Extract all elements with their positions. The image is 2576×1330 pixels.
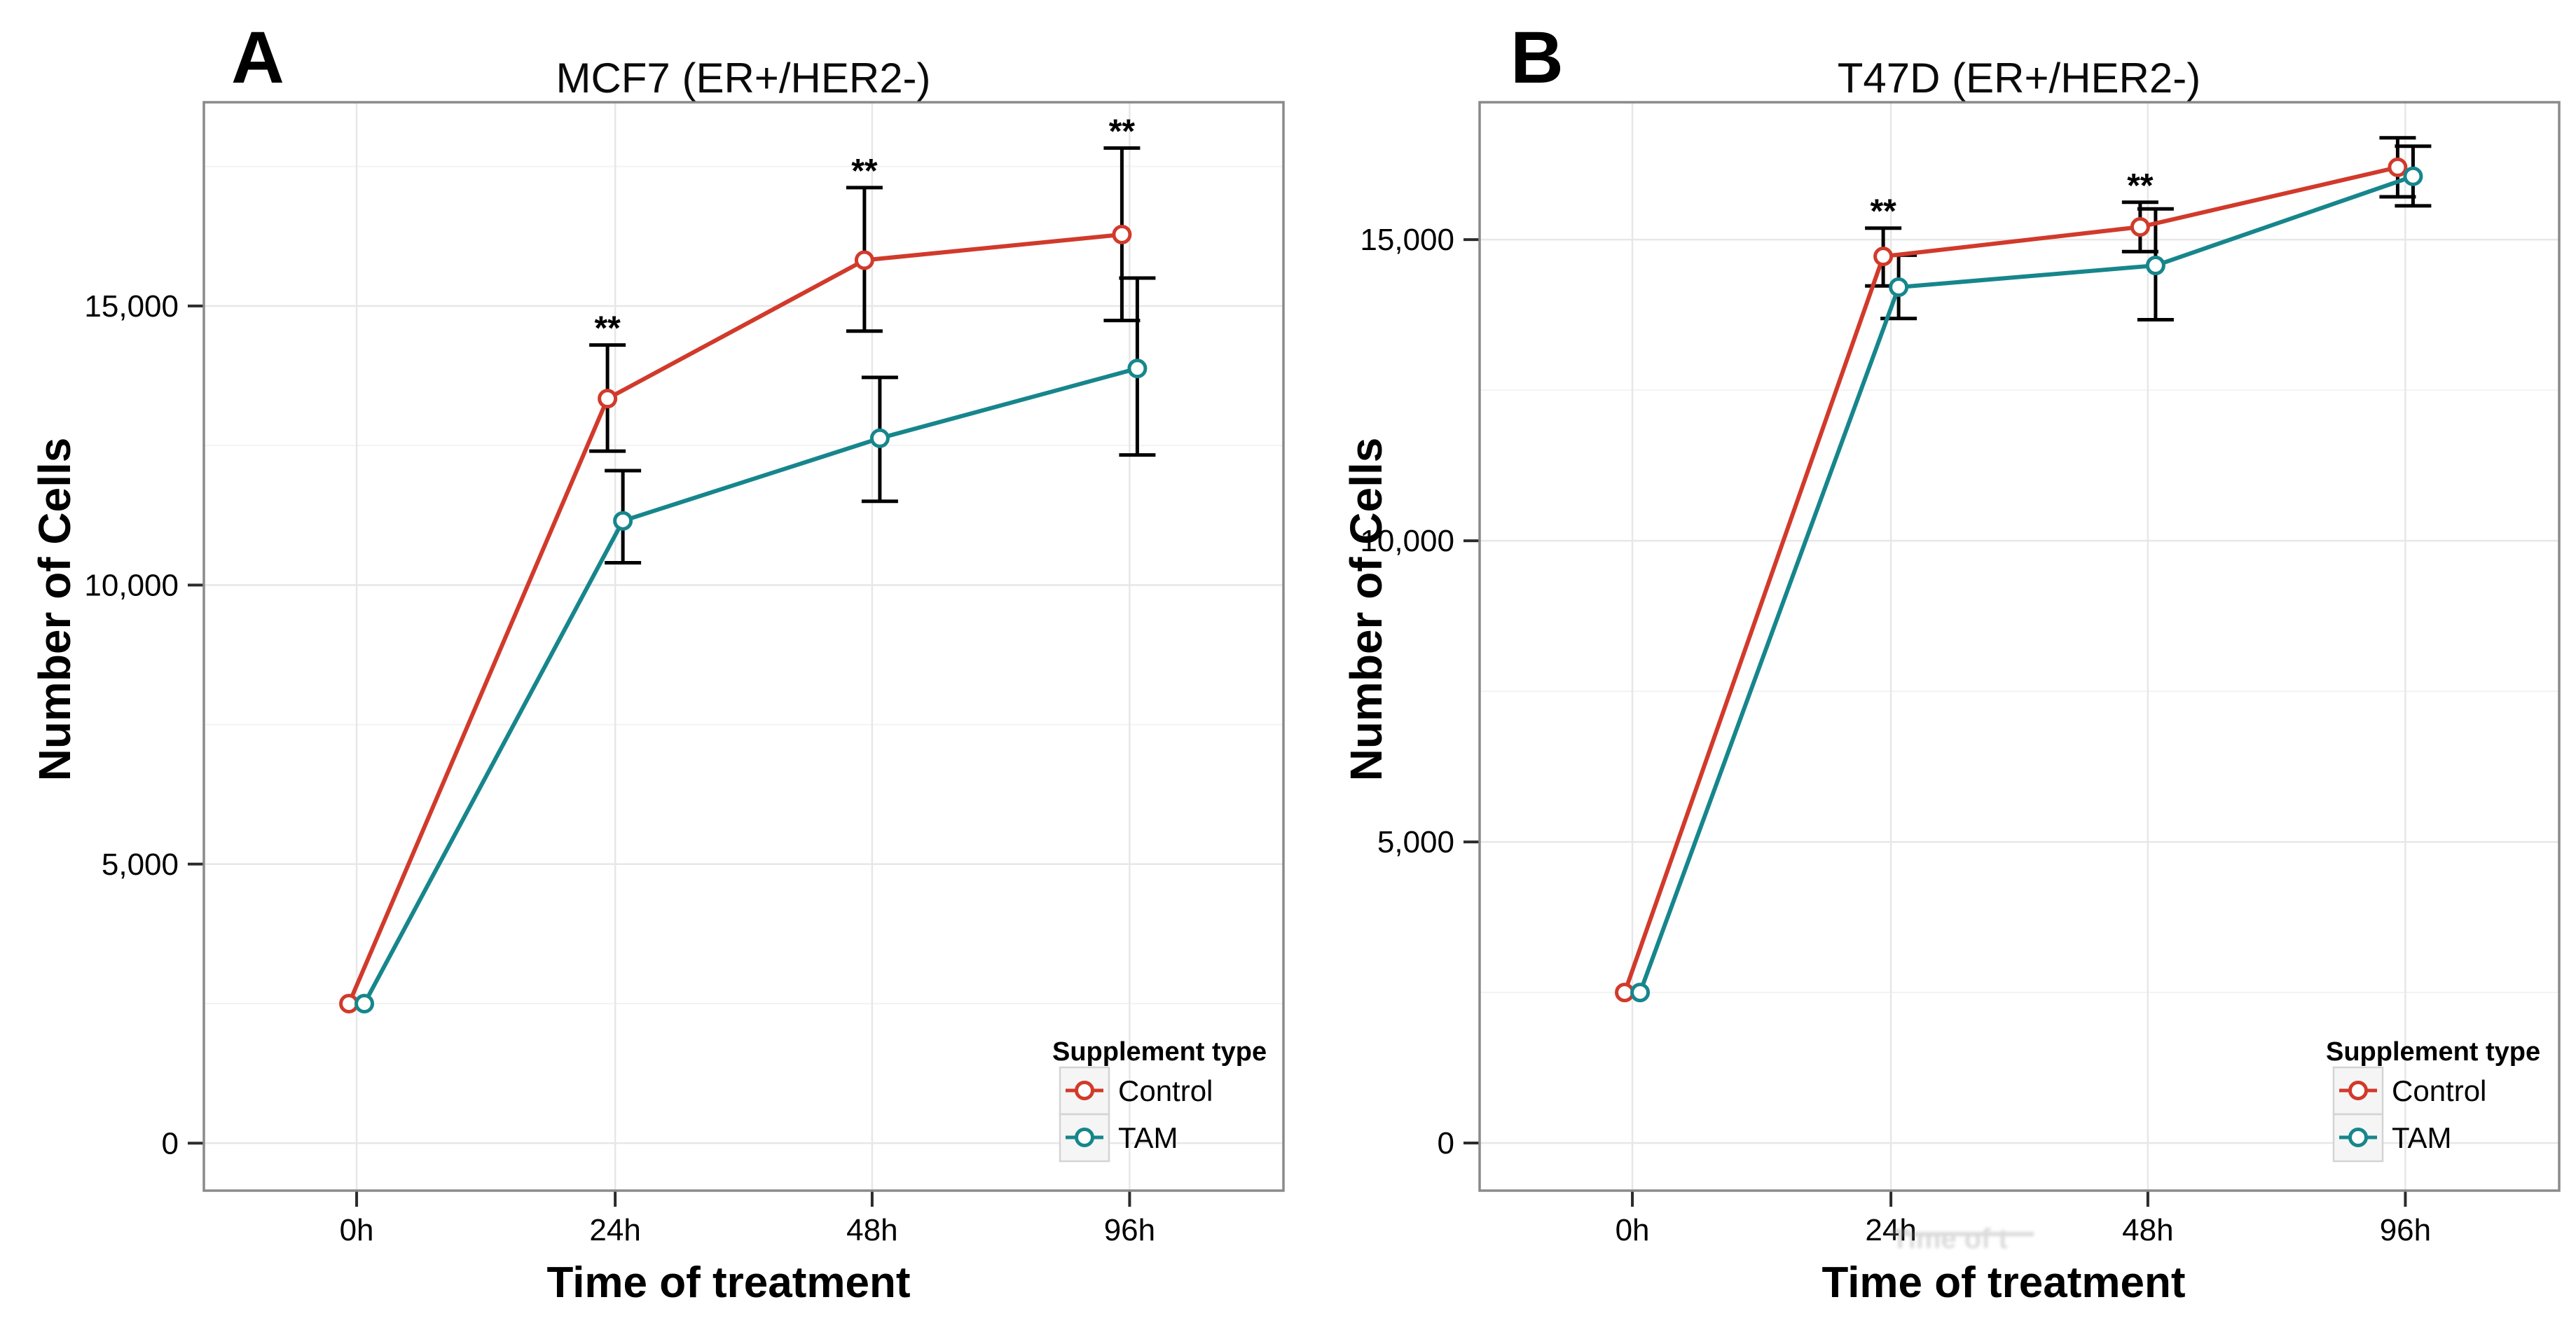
legend-control-circle-icon xyxy=(2348,1081,2368,1100)
x-tick-label: 0h xyxy=(340,1213,374,1247)
panel-b-plot-area: 0h 24h 48h 96h 0 5,000 10,000 15,000 ** ** xyxy=(1360,101,2561,1247)
panel-b-letter: B xyxy=(1510,17,1564,99)
panel-b-x-axis-title: Time of treatment xyxy=(1821,1259,2185,1307)
panel-border xyxy=(1478,101,2561,1192)
significance-stars: ** xyxy=(1870,193,1896,230)
panel-border xyxy=(202,101,1285,1192)
significance-stars: ** xyxy=(2127,167,2154,205)
panel-a-title: MCF7 (ER+/HER2-) xyxy=(556,55,930,102)
data-point-control-48h xyxy=(2130,217,2150,237)
x-tick-label: 48h xyxy=(2122,1213,2173,1247)
legend-label-control: Control xyxy=(1118,1074,1213,1107)
y-tick-label: 15,000 xyxy=(1360,223,1454,257)
y-tick-label: 0 xyxy=(162,1126,179,1161)
legend-label-control: Control xyxy=(2392,1074,2486,1107)
data-point-control-24h xyxy=(598,389,618,409)
data-point-tam-96h xyxy=(2403,166,2423,186)
data-point-tam-48h xyxy=(2145,256,2165,276)
y-tick-label: 10,000 xyxy=(1360,524,1454,558)
x-tick-label: 24h xyxy=(1865,1213,1916,1247)
x-tick-label: 24h xyxy=(589,1213,640,1247)
significance-stars: ** xyxy=(851,153,878,190)
legend-label-tam: TAM xyxy=(1118,1121,1178,1154)
series-line-control xyxy=(1623,165,2399,994)
panel-b-y-axis-title: Number of Cells xyxy=(1341,438,1391,782)
series-line-control xyxy=(347,232,1122,1005)
data-point-tam-48h xyxy=(869,428,890,448)
legend-tam-circle-icon xyxy=(2348,1128,2368,1147)
panel-b-title: T47D (ER+/HER2-) xyxy=(1838,55,2200,102)
panel-a-y-axis-title: Number of Cells xyxy=(29,438,80,782)
data-point-tam-24h xyxy=(613,511,633,531)
panel-a-letter: A xyxy=(231,17,284,99)
legend-control-circle-icon xyxy=(1075,1081,1094,1100)
ghost-text-artifact: Time of t xyxy=(1889,1224,2034,1254)
panel-b-legend: Supplement type Control TAM xyxy=(2326,1037,2540,1163)
y-tick-label: 10,000 xyxy=(84,568,179,602)
legend-title: Supplement type xyxy=(2326,1037,2540,1067)
x-tick-label: 48h xyxy=(846,1213,897,1247)
legend-label-tam: TAM xyxy=(2392,1121,2452,1154)
data-point-tam-96h xyxy=(1127,359,1148,379)
significance-stars: ** xyxy=(1109,113,1136,150)
data-point-control-24h xyxy=(1873,247,1894,267)
data-point-control-96h xyxy=(1112,224,1132,244)
data-point-tam-0h xyxy=(1630,983,1651,1003)
x-tick-label: 96h xyxy=(1104,1213,1155,1247)
legend-title: Supplement type xyxy=(1052,1037,1267,1067)
legend-tam-circle-icon xyxy=(1075,1128,1094,1147)
series-line-tam xyxy=(362,366,1138,1005)
y-tick-label: 5,000 xyxy=(1377,825,1454,859)
y-tick-label: 0 xyxy=(1438,1126,1454,1161)
panel-a: 0h 24h 48h 96h 0 5,000 10,000 15,000 ** ** ** A MC… xyxy=(29,17,1285,1307)
panel-a-plot-area: 0h 24h 48h 96h 0 5,000 10,000 15,000 ** ** ** xyxy=(84,101,1285,1247)
panel-a-x-axis-title: Time of treatment xyxy=(546,1259,910,1307)
series-line-tam xyxy=(1638,174,2414,994)
panel-a-plot-background xyxy=(204,102,1283,1191)
y-tick-label: 15,000 xyxy=(84,289,179,324)
panel-a-legend: Supplement type Control TAM xyxy=(1052,1037,1267,1163)
data-point-tam-0h xyxy=(354,994,375,1014)
panel-b: 0h 24h 48h 96h 0 5,000 10,000 15,000 ** ** B T47D… xyxy=(1341,17,2561,1307)
significance-stars: ** xyxy=(594,310,621,347)
ghost-text: Time of t xyxy=(1892,1224,2008,1254)
data-point-control-96h xyxy=(2388,157,2408,177)
panel-b-plot-background xyxy=(1480,102,2559,1191)
x-tick-label: 0h xyxy=(1616,1213,1650,1247)
data-point-tam-24h xyxy=(1889,277,1909,298)
x-tick-label: 96h xyxy=(2380,1213,2431,1247)
data-point-control-48h xyxy=(854,250,874,270)
y-tick-label: 5,000 xyxy=(102,847,179,882)
